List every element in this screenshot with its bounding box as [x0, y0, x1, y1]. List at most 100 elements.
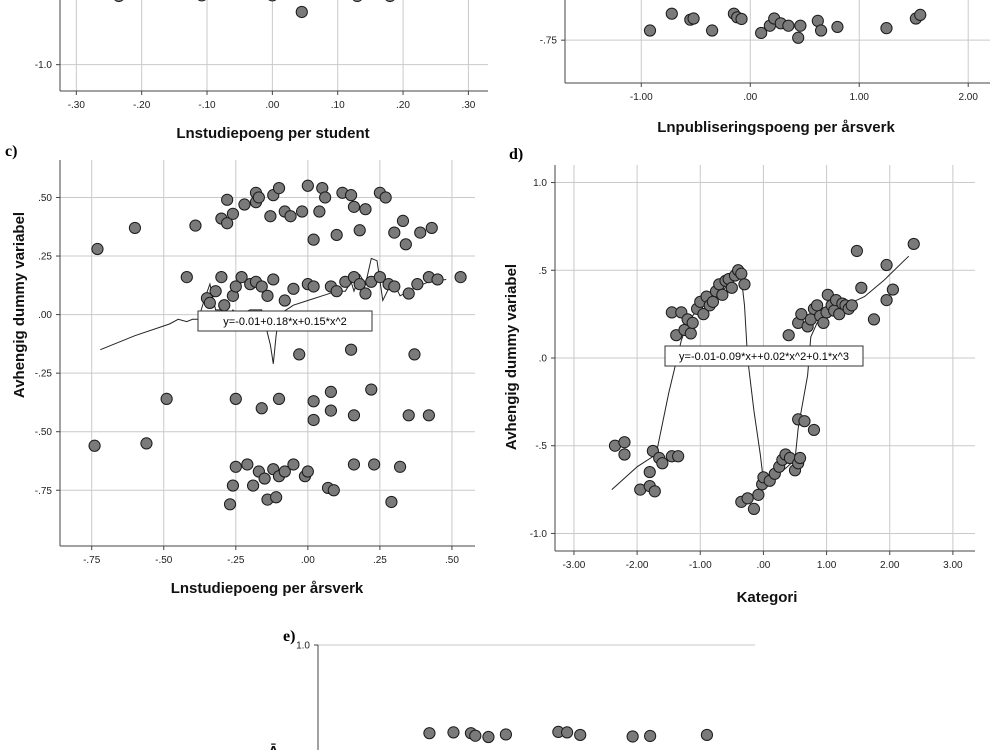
panel-b-x-tick-label: 2.00 [958, 92, 978, 103]
data-point [128, 221, 142, 235]
data-point [388, 226, 401, 239]
panel-a-grid [60, 0, 488, 91]
data-point [287, 282, 300, 295]
data-point [295, 205, 309, 218]
data-point [735, 12, 748, 26]
data-point [209, 285, 222, 298]
data-point [330, 228, 343, 242]
data-point [347, 200, 361, 213]
data-point [385, 0, 395, 3]
data-point [388, 280, 401, 293]
data-point [327, 484, 340, 497]
panel-a-x-tick-label: .30 [461, 100, 475, 111]
data-point [313, 205, 326, 218]
data-point [414, 226, 427, 239]
panel-c-y-tick-label: .50 [38, 193, 52, 204]
data-point [499, 728, 513, 741]
data-point [226, 207, 240, 220]
data-point [793, 451, 807, 465]
data-point [218, 299, 231, 312]
data-point [706, 24, 719, 37]
panel-d-x-tick-label: 2.00 [880, 560, 900, 571]
data-point [643, 24, 657, 37]
data-point [648, 485, 661, 498]
data-point [238, 198, 251, 211]
data-point [672, 450, 685, 463]
data-point [215, 271, 228, 284]
panel-d-x-tick-label: -1.00 [689, 560, 712, 571]
data-point [798, 415, 811, 428]
data-point [324, 404, 338, 417]
data-point [886, 283, 899, 296]
panel-d-equation-box [664, 345, 864, 367]
data-point [814, 24, 828, 37]
panel-c-y-tick-label: .00 [38, 310, 52, 321]
data-point [643, 465, 656, 479]
data-point [687, 12, 700, 25]
data-point [396, 214, 410, 227]
data-point [301, 465, 314, 478]
panel-c-label: c) [5, 143, 17, 160]
panel-d-x-tick-label: 3.00 [943, 560, 963, 571]
data-point [221, 217, 234, 230]
data-point [747, 502, 761, 515]
data-point [807, 423, 821, 437]
panel-c-equation-box [197, 310, 373, 332]
data-point [752, 488, 765, 501]
data-point [301, 179, 314, 192]
data-point [319, 191, 332, 204]
data-point [735, 267, 748, 280]
panel-d-ylabel: Avhengig dummy variabel [503, 264, 520, 450]
data-point [229, 460, 242, 473]
panel-b: Lnpubliseringspoeng per årsverk -1.00 .00… [540, 0, 990, 136]
data-point [867, 313, 881, 326]
data-point [226, 479, 240, 492]
data-point [738, 278, 751, 291]
panel-d-xlabel: Kategori [737, 589, 798, 606]
data-point [574, 728, 587, 742]
data-point [353, 278, 366, 291]
data-point [393, 460, 407, 473]
data-point [284, 210, 297, 223]
panel-c-y-tick-label: -.50 [35, 427, 53, 438]
panel-c-ylabel: Avhengig dummy variabel [11, 212, 28, 398]
panel-b-y-tick-label: -.75 [540, 36, 558, 47]
panel-d-x-tick-label: .00 [756, 560, 770, 571]
data-point [817, 316, 830, 330]
panel-d-x-tick-label: -2.00 [626, 560, 649, 571]
data-point [241, 458, 254, 471]
panel-d-x-tick-label: 1.00 [817, 560, 837, 571]
data-point [794, 19, 807, 32]
panel-b-x-tick-label: 1.00 [849, 92, 869, 103]
data-point [272, 182, 286, 195]
panel-d-label: d) [509, 146, 523, 163]
data-point [411, 278, 424, 291]
data-point [268, 0, 277, 2]
data-point [353, 224, 366, 237]
data-point [379, 191, 392, 204]
panel-c-x-tick-label: .50 [445, 555, 459, 566]
panel-a-x-tick-label: -.10 [198, 100, 216, 111]
data-point [855, 281, 868, 294]
panel-c-x-tick-label: .25 [373, 555, 387, 566]
data-point [402, 409, 415, 422]
data-point [454, 271, 467, 284]
data-point [272, 392, 286, 406]
data-point [344, 343, 358, 356]
panel-a-x-tick-label: .10 [331, 100, 345, 111]
data-point [741, 492, 754, 505]
panel-d-points [608, 237, 920, 515]
panel-c-y-tick-label: -.75 [35, 486, 53, 497]
panel-b-x-tick-label: .00 [743, 92, 757, 103]
panel-c-equation: y=-0.01+0.18*x+0.15*x^2 [223, 316, 347, 328]
data-point [700, 728, 714, 742]
data-point [850, 244, 863, 258]
panel-d: d) Kategori Avhengig dummy variabel -3.0… [503, 146, 975, 606]
data-point [278, 294, 291, 307]
data-point [91, 242, 104, 256]
data-point [324, 385, 338, 398]
panel-c-y-tick-label: -.25 [35, 369, 53, 380]
data-point [365, 383, 378, 396]
panel-a-xlabel: Lnstudiepoeng per student [176, 125, 369, 142]
